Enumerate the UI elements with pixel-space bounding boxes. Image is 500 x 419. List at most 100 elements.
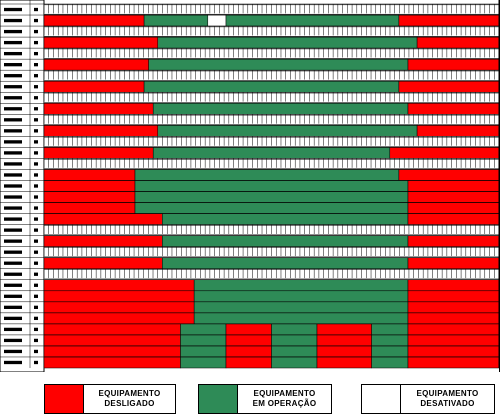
legend-swatch-inactive	[362, 385, 401, 413]
segment-off	[43, 290, 195, 303]
segment-on	[134, 202, 409, 214]
row-label-mark	[4, 261, 22, 265]
row-label-mark	[34, 360, 38, 365]
row-label-mark	[34, 349, 38, 354]
segment-off	[43, 312, 195, 325]
row-label-mark	[4, 74, 22, 78]
segment-on	[371, 334, 409, 347]
row-label-mark	[34, 294, 38, 298]
row-label-mark	[4, 29, 22, 34]
segment-off	[407, 103, 500, 115]
segment-off	[225, 334, 272, 347]
segment-on	[180, 345, 227, 358]
segment-off	[43, 180, 136, 192]
segment-on	[271, 345, 318, 358]
segment-on	[134, 180, 409, 192]
segment-on	[193, 312, 409, 325]
legend-swatch-on	[199, 385, 238, 413]
segment-on	[271, 356, 318, 369]
segment-off	[416, 125, 500, 137]
segment-off	[43, 301, 195, 314]
row-label-mark	[34, 107, 38, 111]
segment-off	[407, 290, 500, 303]
row-label-mark	[4, 305, 22, 309]
row-label-mark	[4, 206, 22, 210]
row-label-mark	[4, 129, 22, 133]
segment-off	[43, 235, 163, 247]
segment-off	[398, 169, 500, 181]
row-label-mark	[4, 294, 22, 298]
segment-on	[271, 334, 318, 347]
legend-on-line1: EQUIPAMENTO	[253, 389, 316, 398]
segment-inactive	[207, 14, 227, 27]
segment-off	[398, 80, 500, 93]
row-label-mark	[34, 327, 38, 332]
segment-off	[43, 213, 163, 225]
row-label-mark	[4, 7, 22, 12]
segment-off	[407, 301, 500, 314]
segment-on	[371, 345, 409, 358]
row-label-mark	[34, 239, 38, 243]
row-label-mark	[34, 272, 38, 276]
segment-on	[143, 80, 400, 93]
segment-off	[43, 125, 158, 137]
segment-off	[407, 257, 500, 269]
legend: EQUIPAMENTO DESLIGADO EQUIPAMENTO EM OPE…	[0, 372, 500, 419]
segment-off	[407, 345, 500, 358]
row-label-mark	[4, 162, 22, 166]
segment-on	[152, 147, 391, 159]
row-label-mark	[34, 29, 38, 34]
row-label-mark	[4, 349, 22, 354]
segment-off	[43, 36, 158, 49]
row-label-mark	[34, 250, 38, 254]
segment-off	[407, 58, 500, 71]
legend-swatch-off	[45, 385, 84, 413]
schedule-grid	[0, 0, 500, 373]
segment-off	[225, 323, 272, 336]
segment-off	[407, 213, 500, 225]
segment-off	[43, 147, 154, 159]
segment-off	[407, 312, 500, 325]
row-label-mark	[4, 272, 22, 276]
row-label-mark	[4, 40, 22, 45]
legend-item-inactive: EQUIPAMENTO DESATIVADO	[361, 384, 495, 414]
row-label-mark	[34, 228, 38, 232]
legend-label-off: EQUIPAMENTO DESLIGADO	[84, 385, 175, 413]
segment-on	[157, 125, 418, 137]
segment-on	[162, 213, 409, 225]
segment-off	[43, 169, 136, 181]
row-label-mark	[4, 228, 22, 232]
legend-inactive-line2: DESATIVADO	[420, 399, 475, 408]
segment-on	[148, 58, 409, 71]
segment-on	[371, 356, 409, 369]
row-label-mark	[4, 316, 22, 321]
row-label-mark	[34, 173, 38, 177]
row-label-mark	[34, 338, 38, 343]
segment-off	[389, 147, 500, 159]
segment-on	[193, 290, 409, 303]
row-label-mark	[34, 74, 38, 78]
row-label-mark	[34, 206, 38, 210]
row-label-mark	[34, 40, 38, 45]
segment-on	[180, 334, 227, 347]
segment-on	[371, 323, 409, 336]
segment-off	[43, 279, 195, 292]
segment-off	[407, 334, 500, 347]
segment-off	[316, 345, 372, 358]
row-label-mark	[34, 184, 38, 188]
row-label-mark	[34, 162, 38, 166]
row-label-mark	[4, 107, 22, 111]
segment-off	[43, 202, 136, 214]
segment-off	[43, 323, 181, 336]
row-label-mark	[34, 118, 38, 122]
segment-on	[271, 323, 318, 336]
row-label-mark	[4, 217, 22, 221]
segment-off	[43, 80, 145, 93]
row-label-mark	[4, 118, 22, 122]
legend-label-inactive: EQUIPAMENTO DESATIVADO	[401, 385, 494, 413]
legend-item-on: EQUIPAMENTO EM OPERAÇÃO	[198, 384, 332, 414]
row-label-mark	[4, 96, 22, 100]
segment-off	[43, 345, 181, 358]
segment-on	[180, 356, 227, 369]
equipment-schedule-chart	[0, 0, 500, 373]
